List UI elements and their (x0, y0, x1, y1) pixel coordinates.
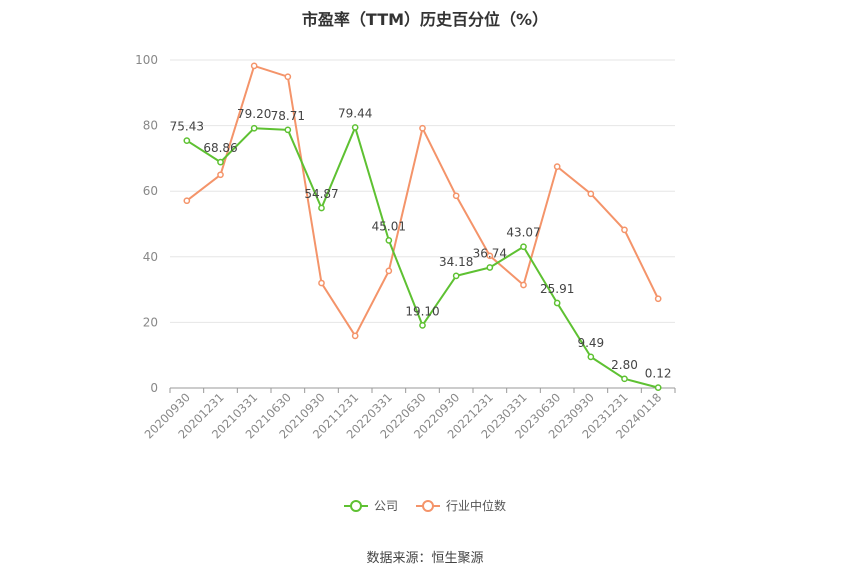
point-s0-5 (351, 124, 359, 131)
data-label-6: 45.01 (372, 219, 406, 233)
point-s1-13 (621, 226, 628, 234)
point-s0-8 (452, 272, 460, 280)
y-tick-label-60: 60 (143, 184, 158, 198)
point-s0-13 (621, 375, 628, 383)
legend-label-industry-median: 行业中位数 (446, 499, 507, 513)
point-s1-11 (553, 163, 561, 170)
legend-label-company: 公司 (373, 499, 398, 513)
point-s0-10 (520, 243, 527, 251)
point-s0-2 (250, 124, 258, 132)
point-s1-2 (250, 62, 258, 70)
legend-item-industry-median[interactable]: 行业中位数 (416, 497, 506, 514)
point-s1-10 (520, 281, 527, 289)
point-s0-7 (419, 322, 426, 329)
point-s1-9 (486, 252, 494, 260)
y-tick-label-0: 0 (150, 381, 158, 395)
point-s1-0 (183, 197, 191, 205)
data-label-13: 2.80 (611, 358, 638, 372)
data-label-5: 79.44 (338, 106, 372, 120)
point-s0-4 (318, 204, 325, 212)
point-s0-3 (284, 126, 292, 134)
point-s1-3 (284, 73, 292, 81)
point-s1-1 (217, 171, 224, 179)
point-s0-12 (587, 353, 595, 361)
legend-item-company[interactable]: 公司 (343, 497, 398, 514)
point-s1-8 (452, 192, 460, 200)
y-tick-label-80: 80 (143, 119, 158, 133)
chart-title: 市盈率（TTM）历史百分位（%） (301, 10, 549, 29)
point-s0-11 (553, 299, 561, 307)
data-label-11: 25.91 (540, 282, 574, 296)
data-label-1: 68.86 (203, 141, 237, 155)
data-label-4: 54.87 (304, 187, 338, 201)
legend-swatch-company (343, 499, 368, 512)
data-label-8: 34.18 (439, 255, 473, 269)
y-tick-label-100: 100 (135, 53, 158, 67)
data-label-2: 79.20 (237, 107, 271, 121)
point-s0-1 (217, 158, 224, 166)
data-label-3: 78.71 (271, 109, 305, 123)
data-label-0: 75.43 (170, 120, 204, 134)
data-label-7: 19.10 (405, 304, 439, 318)
legend: 公司 行业中位数 (0, 497, 850, 514)
point-s1-12 (587, 190, 595, 198)
point-s0-9 (486, 264, 494, 271)
point-s1-4 (318, 279, 325, 287)
data-label-14: 0.12 (645, 367, 672, 381)
data-label-10: 43.07 (506, 226, 540, 240)
point-s1-7 (419, 124, 426, 132)
point-s0-14 (654, 384, 662, 391)
data-source: 数据来源：恒生聚源 (366, 551, 484, 566)
point-s1-14 (654, 295, 662, 303)
legend-swatch-industry-median (416, 499, 440, 512)
y-tick-label-20: 20 (143, 315, 158, 329)
point-s0-6 (385, 237, 393, 244)
point-s0-0 (183, 137, 191, 144)
data-label-12: 9.49 (577, 336, 604, 350)
y-tick-label-40: 40 (143, 250, 158, 264)
point-s1-5 (351, 332, 359, 340)
point-s1-6 (385, 267, 393, 275)
data-label-9: 36.74 (473, 246, 507, 260)
